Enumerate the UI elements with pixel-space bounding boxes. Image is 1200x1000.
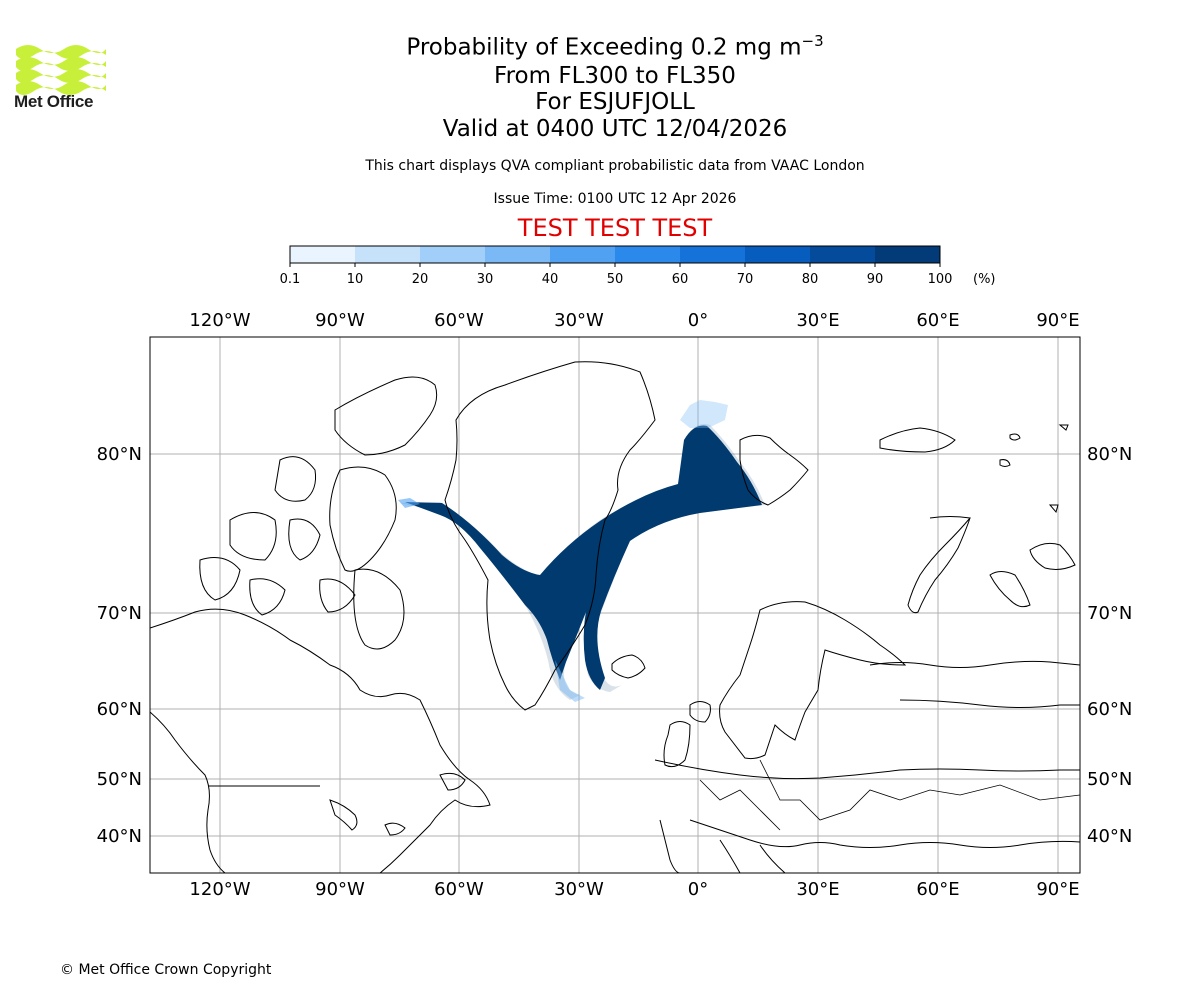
- title-text: Probability of Exceeding 0.2 mg m: [406, 34, 802, 61]
- colorbar-tick-label: 10: [347, 272, 364, 287]
- lon-label-bottom: 0°: [688, 879, 708, 900]
- colorbar-tick-label: 40: [542, 272, 559, 287]
- colorbar-segment: [810, 246, 876, 263]
- colorbar-segment: [680, 246, 746, 263]
- lat-label-right: 40°N: [1087, 826, 1132, 847]
- colorbar-tick-label: 80: [802, 272, 819, 287]
- lat-label-right: 70°N: [1087, 603, 1132, 624]
- lat-label-left: 80°N: [97, 444, 142, 465]
- lat-label-right: 50°N: [1087, 769, 1132, 790]
- lon-label-bottom: 120°W: [189, 879, 250, 900]
- valid-time: Valid at 0400 UTC 12/04/2026: [442, 116, 788, 142]
- colorbar-segment: [290, 246, 356, 263]
- title-exponent: −3: [801, 32, 824, 50]
- longitude-labels-bottom: 120°W 90°W 60°W 30°W 0° 30°E 60°E 90°E: [189, 879, 1079, 900]
- lat-label-left: 60°N: [97, 699, 142, 720]
- lon-label-bottom: 30°E: [796, 879, 839, 900]
- test-banner: TEST TEST TEST: [517, 214, 713, 242]
- lon-label-top: 30°W: [554, 310, 604, 331]
- met-office-logo-icon: [16, 45, 106, 95]
- lon-label-bottom: 60°W: [434, 879, 484, 900]
- colorbar-tick-label: 100: [928, 272, 953, 287]
- copyright-notice: © Met Office Crown Copyright: [60, 962, 272, 978]
- latitude-labels-left: 80°N 70°N 60°N 50°N 40°N: [97, 444, 142, 847]
- lat-label-left: 50°N: [97, 769, 142, 790]
- ash-plume: [398, 400, 765, 702]
- colorbar: 0.1 10 20 30 40 50 60 70 80 90 100: [280, 245, 953, 287]
- met-office-logo-text: Met Office: [14, 92, 94, 111]
- colorbar-tick-label: 20: [412, 272, 429, 287]
- lon-label-top: 60°E: [916, 310, 959, 331]
- lon-label-bottom: 90°W: [315, 879, 365, 900]
- colorbar-tick-label: 0.1: [280, 272, 301, 287]
- north-america-coast: [150, 608, 491, 873]
- colorbar-segment: [875, 246, 941, 263]
- lat-label-right: 80°N: [1087, 444, 1132, 465]
- colorbar-tick-label: 70: [737, 272, 754, 287]
- lon-label-top: 60°W: [434, 310, 484, 331]
- chart-title: Probability of Exceeding 0.2 mg m−3: [0, 28, 1200, 61]
- ellesmere-coast: [334, 376, 438, 456]
- source-note: This chart displays QVA compliant probab…: [365, 158, 865, 174]
- lon-label-top: 30°E: [796, 310, 839, 331]
- map-frame: [149, 336, 1081, 874]
- colorbar-segment: [485, 246, 551, 263]
- colorbar-tick-label: 50: [607, 272, 624, 287]
- lon-label-top: 0°: [688, 310, 708, 331]
- colorbar-segment: [355, 246, 421, 263]
- colorbar-unit: (%): [973, 272, 996, 287]
- flight-levels: From FL300 to FL350: [494, 63, 736, 89]
- colorbar-tick-label: 30: [477, 272, 494, 287]
- iceland-coast: [611, 654, 646, 679]
- lon-label-bottom: 90°E: [1036, 879, 1079, 900]
- colorbar-tick-label: 60: [672, 272, 689, 287]
- issue-time: Issue Time: 0100 UTC 12 Apr 2026: [493, 191, 737, 207]
- lon-label-top: 90°E: [1036, 310, 1079, 331]
- lon-label-top: 120°W: [189, 310, 250, 331]
- svalbard-coast: [739, 434, 809, 506]
- colorbar-segment: [420, 246, 486, 263]
- volcano-name: For ESJUFJOLL: [535, 89, 695, 115]
- lat-label-left: 70°N: [97, 603, 142, 624]
- colorbar-segment: [615, 246, 681, 263]
- lat-label-left: 40°N: [97, 826, 142, 847]
- colorbar-tick-label: 90: [867, 272, 884, 287]
- coastlines: [150, 361, 1080, 873]
- latitude-labels-right: 80°N 70°N 60°N 50°N 40°N: [1087, 444, 1132, 847]
- baffin-coast: [329, 466, 397, 572]
- lon-label-bottom: 30°W: [554, 879, 604, 900]
- colorbar-segment: [745, 246, 811, 263]
- lon-label-bottom: 60°E: [916, 879, 959, 900]
- map-area: [150, 337, 1080, 873]
- europe-coast: [719, 601, 907, 760]
- lat-label-right: 60°N: [1087, 699, 1132, 720]
- longitude-labels-top: 120°W 90°W 60°W 30°W 0° 30°E 60°E 90°E: [189, 310, 1079, 331]
- lon-label-top: 90°W: [315, 310, 365, 331]
- gridlines: [150, 337, 1080, 873]
- greenland-coast: [444, 361, 656, 711]
- colorbar-segment: [550, 246, 616, 263]
